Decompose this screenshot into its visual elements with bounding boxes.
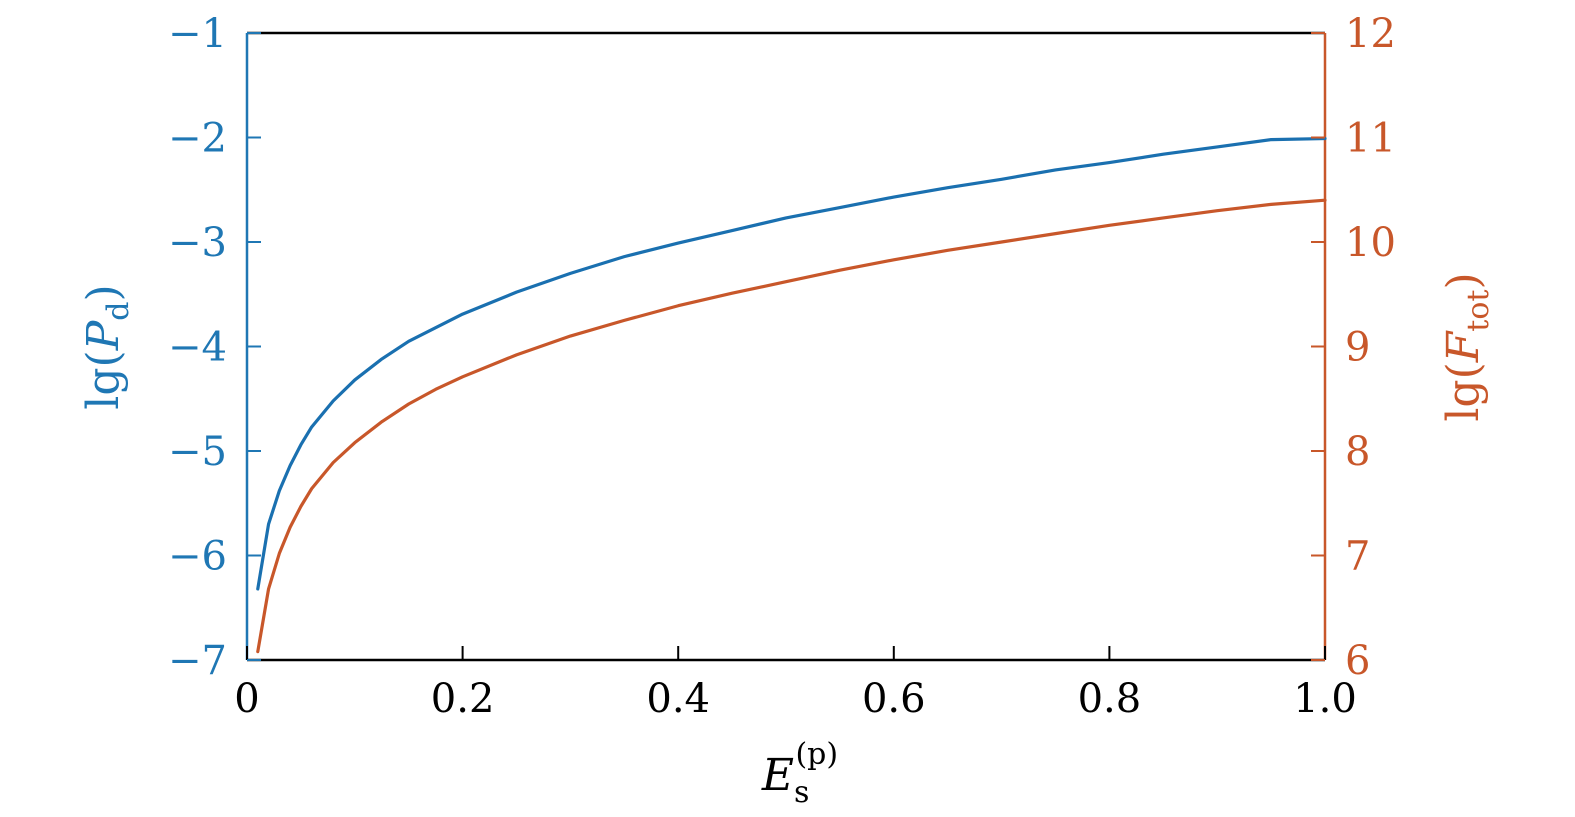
series-line-left-axis — [256, 136, 1327, 591]
y-right-tick-label: 11 — [1345, 116, 1396, 162]
y-right-tick-label: 9 — [1345, 325, 1370, 371]
y-left-tick-label: −2 — [168, 116, 227, 162]
y-right-axis-label-sub: tot — [1461, 290, 1496, 332]
y-right-axis-label-prefix: lg( — [1438, 362, 1489, 421]
x-axis-label-sub: s — [794, 775, 809, 810]
series-lines — [256, 136, 1327, 654]
x-axis-label: Es(p) — [761, 737, 838, 810]
y-right-axis-label-suffix: ) — [1438, 272, 1489, 289]
y-left-tick-label: −1 — [168, 11, 227, 57]
y-left-tick-label: −3 — [168, 220, 227, 266]
tick-marks-and-labels: 0 0.2 0.4 0.6 0.8 1.0 −7 −6 −5 −4 −3 −2 −1 6 7 8 9 10 11 12 — [168, 11, 1396, 722]
y-left-axis-label-suffix: ) — [78, 284, 129, 301]
x-tick-label: 0.6 — [862, 676, 926, 722]
y-left-axis-label-var: P — [78, 319, 129, 351]
y-left-axis-label-prefix: lg( — [78, 350, 129, 409]
x-tick-label: 1.0 — [1293, 676, 1357, 722]
x-tick-label: 0 — [234, 676, 259, 722]
y-left-axis-label-sub: d — [101, 301, 136, 320]
x-tick-label: 0.2 — [431, 676, 495, 722]
y-right-tick-label: 10 — [1345, 220, 1396, 266]
x-axis-label-sup: (p) — [795, 737, 838, 772]
y-left-tick-label: −4 — [168, 325, 227, 371]
y-right-tick-label: 8 — [1345, 429, 1370, 475]
x-tick-label: 0.8 — [1078, 676, 1142, 722]
y-right-tick-label: 12 — [1345, 11, 1396, 57]
x-axis-label-base: E — [761, 750, 794, 801]
y-left-axis-label: lg(Pd) — [78, 284, 136, 409]
y-right-tick-label: 7 — [1345, 534, 1370, 580]
axes — [245, 31, 1327, 662]
y-left-tick-label: −5 — [168, 429, 227, 475]
x-tick-label: 0.4 — [646, 676, 710, 722]
y-right-axis-label-var: F — [1438, 330, 1489, 363]
y-right-tick-label: 6 — [1345, 638, 1370, 684]
y-right-axis-label: lg(Ftot) — [1438, 272, 1496, 421]
series-line-right-axis — [256, 198, 1327, 654]
y-left-tick-label: −6 — [168, 534, 227, 580]
y-left-tick-label: −7 — [168, 638, 227, 684]
